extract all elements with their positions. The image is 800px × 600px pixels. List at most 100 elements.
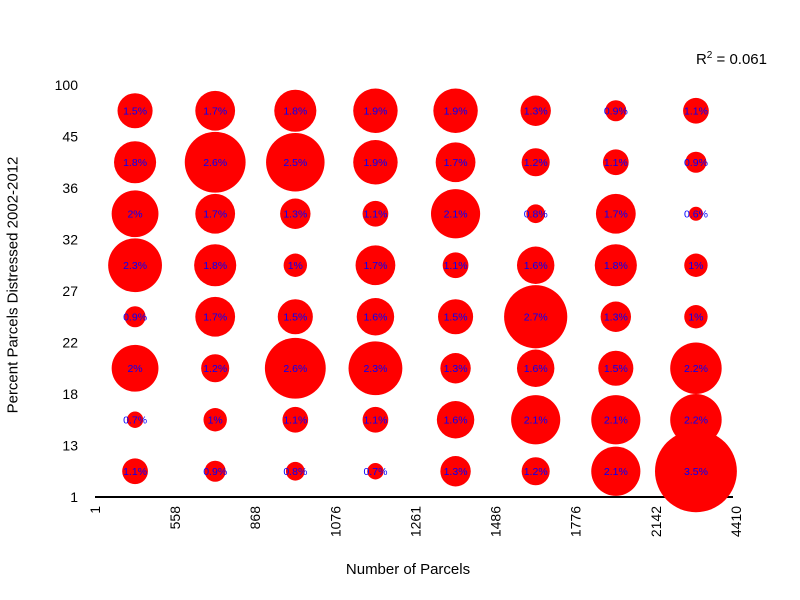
- y-tick-label: 45: [62, 128, 78, 144]
- bubble: [111, 190, 159, 238]
- bubble: [353, 88, 398, 133]
- bubble-label: 1.8%: [123, 157, 147, 169]
- bubble-label: 1.7%: [203, 105, 227, 117]
- bubble: [654, 430, 737, 513]
- bubble: [511, 395, 561, 445]
- bubble: [124, 306, 146, 328]
- bubble-label: 1.5%: [123, 105, 147, 117]
- y-tick-label: 100: [55, 77, 79, 93]
- bubble-label: 1.6%: [524, 363, 548, 375]
- bubble-label: 2.1%: [604, 414, 628, 426]
- bubble: [684, 305, 708, 329]
- r-squared-base: R: [695, 51, 707, 68]
- bubble-label: 1.2%: [203, 363, 227, 375]
- bubble-label: 1.7%: [363, 260, 387, 272]
- y-tick-label: 13: [62, 437, 78, 453]
- bubble: [353, 140, 398, 185]
- bubble: [274, 89, 317, 132]
- bubble: [201, 354, 230, 383]
- x-tick-label: 1076: [327, 506, 343, 537]
- bubble-label: 0.9%: [123, 311, 147, 323]
- bubble-label: 2.3%: [363, 363, 387, 375]
- y-axis-title: Percent Parcels Distressed 2002-2012: [4, 156, 22, 414]
- bubble-label: 1.1%: [363, 414, 387, 426]
- bubble: [516, 246, 555, 284]
- bubble: [126, 411, 144, 428]
- r-squared-value: = 0.061: [712, 51, 767, 68]
- bubble: [280, 198, 311, 229]
- x-tick-label: 2142: [648, 506, 664, 537]
- x-tick-label: 1: [87, 506, 103, 514]
- bubble-label: 0.9%: [604, 105, 628, 117]
- bubble-label: 2.5%: [283, 157, 307, 169]
- bubble: [595, 193, 636, 234]
- bubble-label: 0.9%: [203, 466, 227, 478]
- bubble: [195, 90, 236, 131]
- bubble-label: 0.8%: [283, 466, 307, 478]
- bubble: [195, 193, 236, 234]
- x-tick-label: 4410: [728, 506, 744, 537]
- bubble-label: 3.5%: [684, 466, 708, 478]
- bubble-label: 1.8%: [604, 260, 628, 272]
- bubble-label: 0.9%: [684, 157, 708, 169]
- bubble: [602, 149, 629, 176]
- bubble-label: 1.2%: [524, 466, 548, 478]
- r-squared-exponent: 2: [706, 50, 713, 61]
- bubble: [433, 88, 478, 133]
- bubble-label: 2.1%: [524, 414, 548, 426]
- bubble-label: 1.9%: [363, 157, 387, 169]
- bubble-label: 2%: [127, 208, 142, 220]
- bubble: [362, 406, 389, 433]
- bubble-label: 1.2%: [524, 157, 548, 169]
- bubble-label: 1.7%: [203, 208, 227, 220]
- bubble: [117, 93, 153, 129]
- bubble: [108, 238, 162, 293]
- y-tick-label: 36: [62, 180, 78, 196]
- bubble: [440, 353, 471, 384]
- bubble: [683, 97, 709, 124]
- bubble-label: 1.1%: [123, 466, 147, 478]
- bubble-label: 0.8%: [524, 208, 548, 220]
- y-tick-label: 27: [62, 283, 78, 299]
- x-axis-title: Number of Parcels: [345, 561, 471, 578]
- bubble-label: 1.8%: [283, 105, 307, 117]
- bubble-label: 1.3%: [524, 105, 548, 117]
- x-tick-label: 1261: [407, 506, 423, 537]
- bubble-label: 1.3%: [444, 363, 468, 375]
- bubble-label: 0.7%: [123, 414, 147, 426]
- bubble-label: 1.1%: [684, 105, 708, 117]
- bubble: [356, 298, 395, 336]
- x-tick-label: 1486: [488, 506, 504, 537]
- bubble: [362, 200, 389, 227]
- bubble: [504, 285, 568, 349]
- bubble: [367, 463, 384, 480]
- bubble-label: 2.2%: [684, 414, 708, 426]
- bubble: [282, 406, 309, 433]
- bubble-label: 2.2%: [684, 363, 708, 375]
- bubble-label: 1.3%: [283, 208, 307, 220]
- bubble: [266, 133, 325, 192]
- y-tick-label: 22: [62, 334, 78, 350]
- bubble: [355, 245, 396, 286]
- bubble: [688, 206, 703, 221]
- bubble-label: 1.9%: [444, 105, 468, 117]
- bubble-label: 1.7%: [203, 311, 227, 323]
- bubble: [591, 446, 641, 496]
- bubble-label: 1%: [688, 260, 703, 272]
- bubble-label: 1.6%: [524, 260, 548, 272]
- bubble: [122, 458, 148, 485]
- y-tick-label: 18: [62, 386, 78, 402]
- bubble-label: 1%: [208, 414, 223, 426]
- bubble: [591, 395, 641, 445]
- bubble-label: 1.9%: [363, 105, 387, 117]
- bubble-label: 1.5%: [283, 311, 307, 323]
- bubble-label: 1.7%: [444, 157, 468, 169]
- bubble-label: 1.7%: [604, 208, 628, 220]
- bubble: [526, 204, 546, 224]
- bubble: [435, 142, 476, 183]
- bubble: [348, 341, 403, 396]
- bubble: [430, 189, 481, 239]
- bubble: [600, 301, 632, 332]
- x-tick-label: 868: [247, 506, 263, 530]
